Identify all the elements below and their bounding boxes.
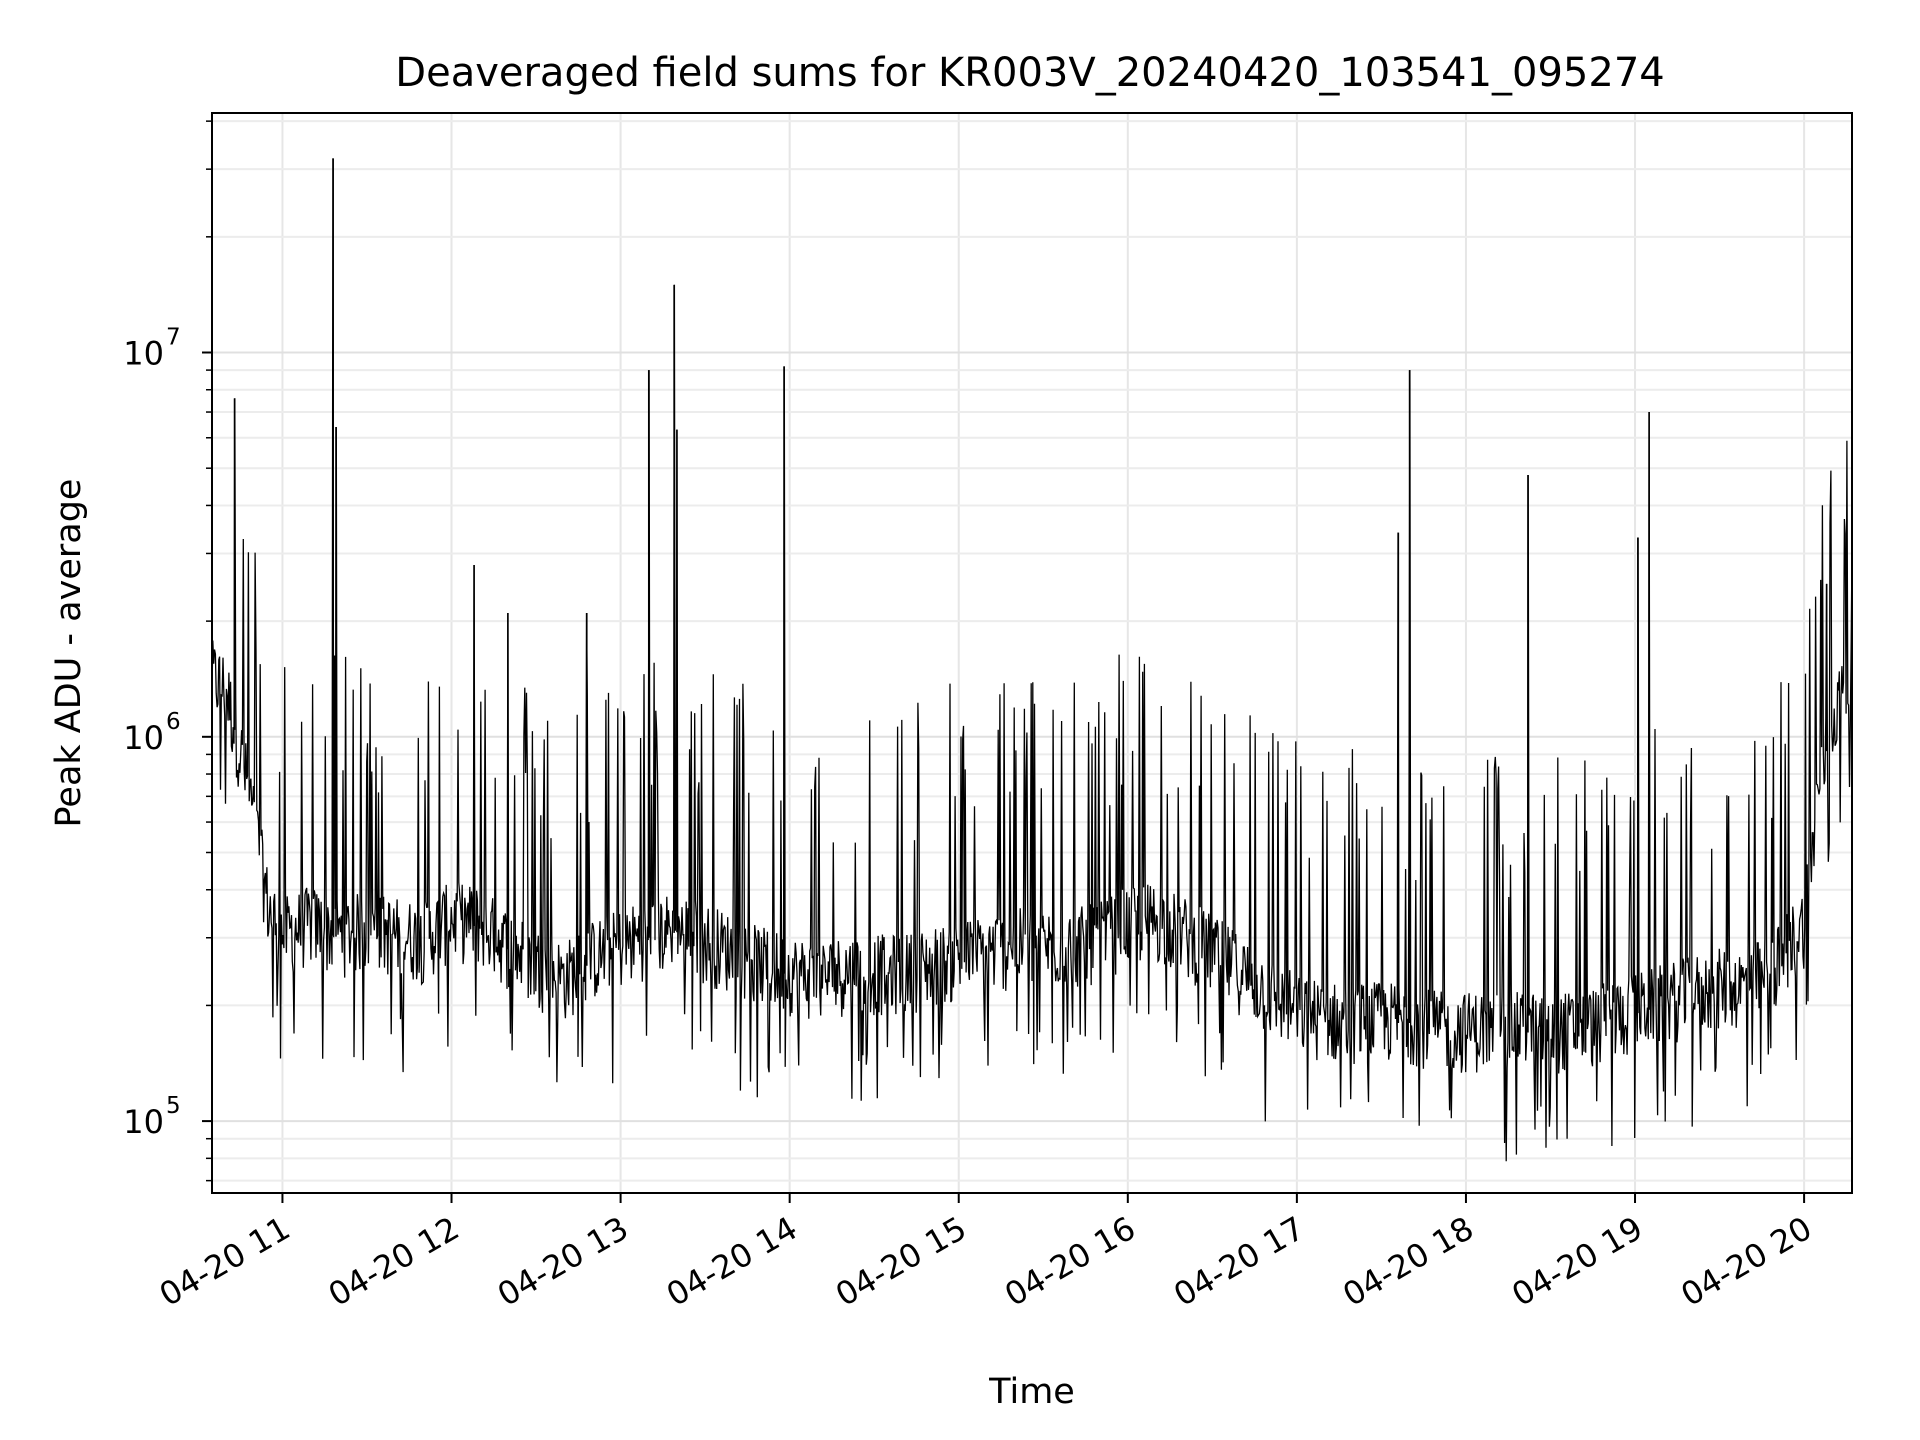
x-tick-label: 04-20 16 <box>998 1209 1142 1314</box>
x-tick-label: 04-20 17 <box>1167 1209 1311 1314</box>
x-tick-label: 04-20 13 <box>491 1209 635 1314</box>
plot-area <box>212 158 1852 1162</box>
x-tick-label: 04-20 19 <box>1505 1209 1649 1314</box>
y-tick-exponent: 6 <box>166 709 181 735</box>
series-line <box>212 158 1852 1162</box>
y-axis-label: Peak ADU - average <box>49 479 89 828</box>
chart-title: Deaveraged field sums for KR003V_2024042… <box>395 50 1664 96</box>
x-tick-label: 04-20 15 <box>829 1209 973 1314</box>
x-tick-label: 04-20 11 <box>153 1209 297 1314</box>
y-tick-exponent: 5 <box>166 1093 181 1119</box>
x-axis-label: Time <box>988 1372 1075 1412</box>
x-axis-ticks: 04-20 11 04-20 12 04-20 13 04-20 14 04-20 15… <box>153 1193 1818 1314</box>
x-tick-label: 04-20 18 <box>1336 1209 1480 1314</box>
y-tick-label: 10 <box>123 1103 164 1141</box>
axes-frame <box>211 112 1853 1194</box>
x-tick-label: 04-20 12 <box>322 1209 466 1314</box>
y-tick-label: 10 <box>123 335 164 373</box>
y-tick-exponent: 7 <box>166 325 181 351</box>
x-tick-label: 04-20 20 <box>1674 1209 1818 1314</box>
y-tick-label: 10 <box>123 719 164 757</box>
x-tick-label: 04-20 14 <box>660 1209 804 1314</box>
